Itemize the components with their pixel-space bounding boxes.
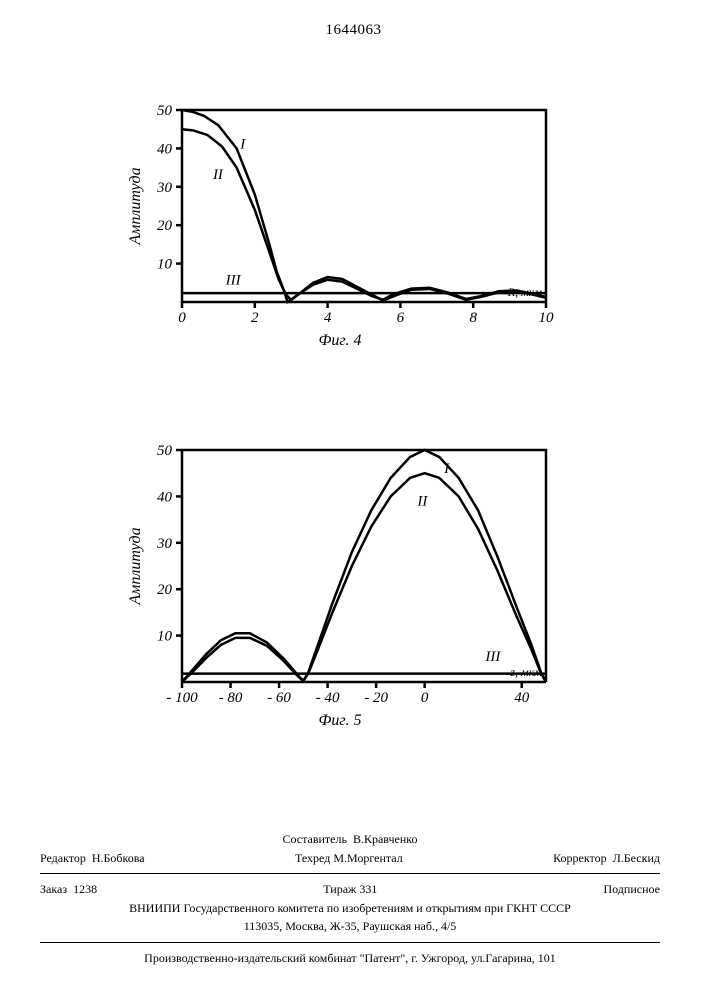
editor-name: Н.Бобкова (92, 851, 145, 865)
svg-text:III: III (225, 273, 242, 289)
org-line-1: ВНИИПИ Государственного комитета по изоб… (40, 899, 660, 918)
svg-text:40: 40 (514, 690, 530, 706)
techred-name: М.Моргентал (333, 851, 402, 865)
svg-text:10: 10 (539, 310, 555, 326)
figure-4-plot: 02468101020304050АмплитудаR, мкмIIIIII (120, 100, 560, 330)
subscription: Подписное (603, 880, 660, 899)
credits-row: Редактор Н.Бобкова Техред М.Моргентал Ко… (40, 849, 660, 868)
order-col: Заказ 1238 (40, 880, 97, 899)
svg-text:10: 10 (157, 629, 173, 645)
svg-text:II: II (416, 494, 428, 510)
corrector-label: Корректор (553, 851, 607, 865)
svg-text:0: 0 (178, 310, 186, 326)
figure-5-caption: Фиг. 5 (120, 712, 560, 730)
compiler-name: В.Кравченко (353, 832, 418, 846)
page: 1644063 02468101020304050АмплитудаR, мкм… (0, 0, 707, 1000)
svg-text:40: 40 (157, 489, 173, 505)
tirage-col: Тираж 331 (323, 880, 377, 899)
divider-1 (40, 873, 660, 874)
svg-text:III: III (484, 649, 501, 665)
editor-label: Редактор (40, 851, 86, 865)
svg-text:- 20: - 20 (364, 690, 388, 706)
compiler-line: Составитель В.Кравченко (40, 830, 660, 849)
corrector-col: Корректор Л.Бескид (553, 849, 660, 868)
svg-text:4: 4 (324, 310, 332, 326)
svg-text:- 60: - 60 (267, 690, 291, 706)
svg-text:I: I (443, 461, 450, 477)
svg-text:50: 50 (157, 443, 173, 459)
footer: Составитель В.Кравченко Редактор Н.Бобко… (40, 830, 660, 968)
svg-text:I: I (239, 136, 246, 152)
order-label: Заказ (40, 882, 67, 896)
techred-label: Техред (295, 851, 330, 865)
svg-text:II: II (212, 167, 224, 183)
svg-text:- 80: - 80 (219, 690, 243, 706)
figure-5-plot: - 100 - 80 - 60 - 40 - 20 0 40 10 20 30 40 50 Амплит… (120, 440, 560, 710)
techred-col: Техред М.Моргентал (295, 849, 403, 868)
svg-text:0: 0 (421, 690, 429, 706)
press-line: Производственно-издательский комбинат "П… (40, 949, 660, 968)
svg-text:50: 50 (157, 103, 173, 119)
order-num: 1238 (73, 882, 97, 896)
svg-text:Амплитуда: Амплитуда (127, 167, 144, 245)
compiler-label: Составитель (282, 832, 346, 846)
svg-text:Амплитуда: Амплитуда (127, 527, 144, 605)
figure-5: - 100 - 80 - 60 - 40 - 20 0 40 10 20 30 40 50 Амплит… (120, 440, 560, 740)
svg-text:6: 6 (397, 310, 405, 326)
document-number: 1644063 (0, 22, 707, 39)
svg-text:- 100: - 100 (166, 690, 198, 706)
divider-2 (40, 942, 660, 943)
figure-4: 02468101020304050АмплитудаR, мкмIIIIII Ф… (120, 100, 560, 360)
svg-text:20: 20 (157, 218, 173, 234)
svg-text:20: 20 (157, 582, 173, 598)
svg-text:30: 30 (156, 180, 173, 196)
svg-text:10: 10 (157, 257, 173, 273)
svg-text:30: 30 (156, 536, 173, 552)
corrector-name: Л.Бескид (613, 851, 660, 865)
tirage-label: Тираж (323, 882, 356, 896)
svg-text:40: 40 (157, 141, 173, 157)
svg-text:8: 8 (469, 310, 477, 326)
org-line-2: 113035, Москва, Ж-35, Раушская наб., 4/5 (40, 917, 660, 936)
svg-text:- 40: - 40 (316, 690, 340, 706)
figure-4-caption: Фиг. 4 (120, 332, 560, 350)
svg-text:2: 2 (251, 310, 259, 326)
tirage-num: 331 (359, 882, 377, 896)
editor-col: Редактор Н.Бобкова (40, 849, 145, 868)
print-info-row: Заказ 1238 Тираж 331 Подписное (40, 880, 660, 899)
